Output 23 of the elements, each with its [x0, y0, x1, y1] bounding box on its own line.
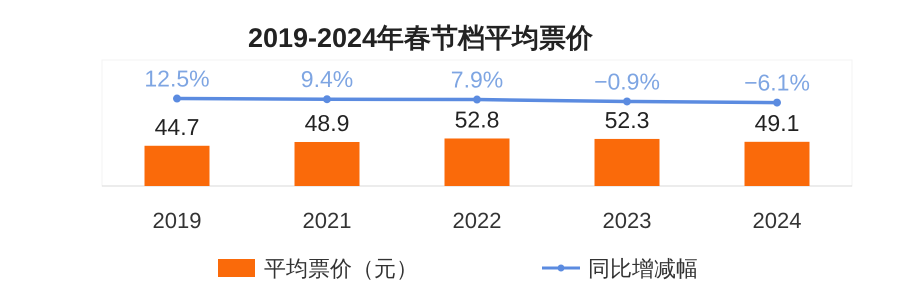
data-label: −0.9% [594, 68, 660, 94]
bar [594, 138, 660, 186]
x-tick-label: 2021 [302, 208, 352, 233]
x-tick-label: 2019 [152, 208, 202, 233]
data-label: 48.9 [304, 110, 350, 136]
data-label: 52.8 [454, 106, 500, 132]
data-label: −6.1% [744, 70, 810, 96]
chart-title: 2019-2024年春节档平均票价 [248, 23, 594, 53]
data-label: 7.9% [450, 66, 504, 93]
legend-label: 平均票价（元） [264, 256, 418, 281]
bar [744, 142, 810, 186]
legend-label: 同比增减幅 [588, 256, 698, 281]
x-tick-label: 2022 [452, 208, 502, 233]
bar [294, 142, 360, 186]
bar [444, 138, 510, 186]
data-label: 52.3 [604, 106, 650, 133]
data-label: 12.5% [144, 66, 210, 92]
x-tick-label: 2023 [602, 208, 652, 233]
data-label: 49.1 [754, 110, 800, 136]
data-label: 44.7 [154, 114, 200, 140]
data-label: 9.4% [300, 66, 354, 92]
x-tick-label: 2024 [752, 208, 802, 233]
bar [144, 146, 210, 186]
